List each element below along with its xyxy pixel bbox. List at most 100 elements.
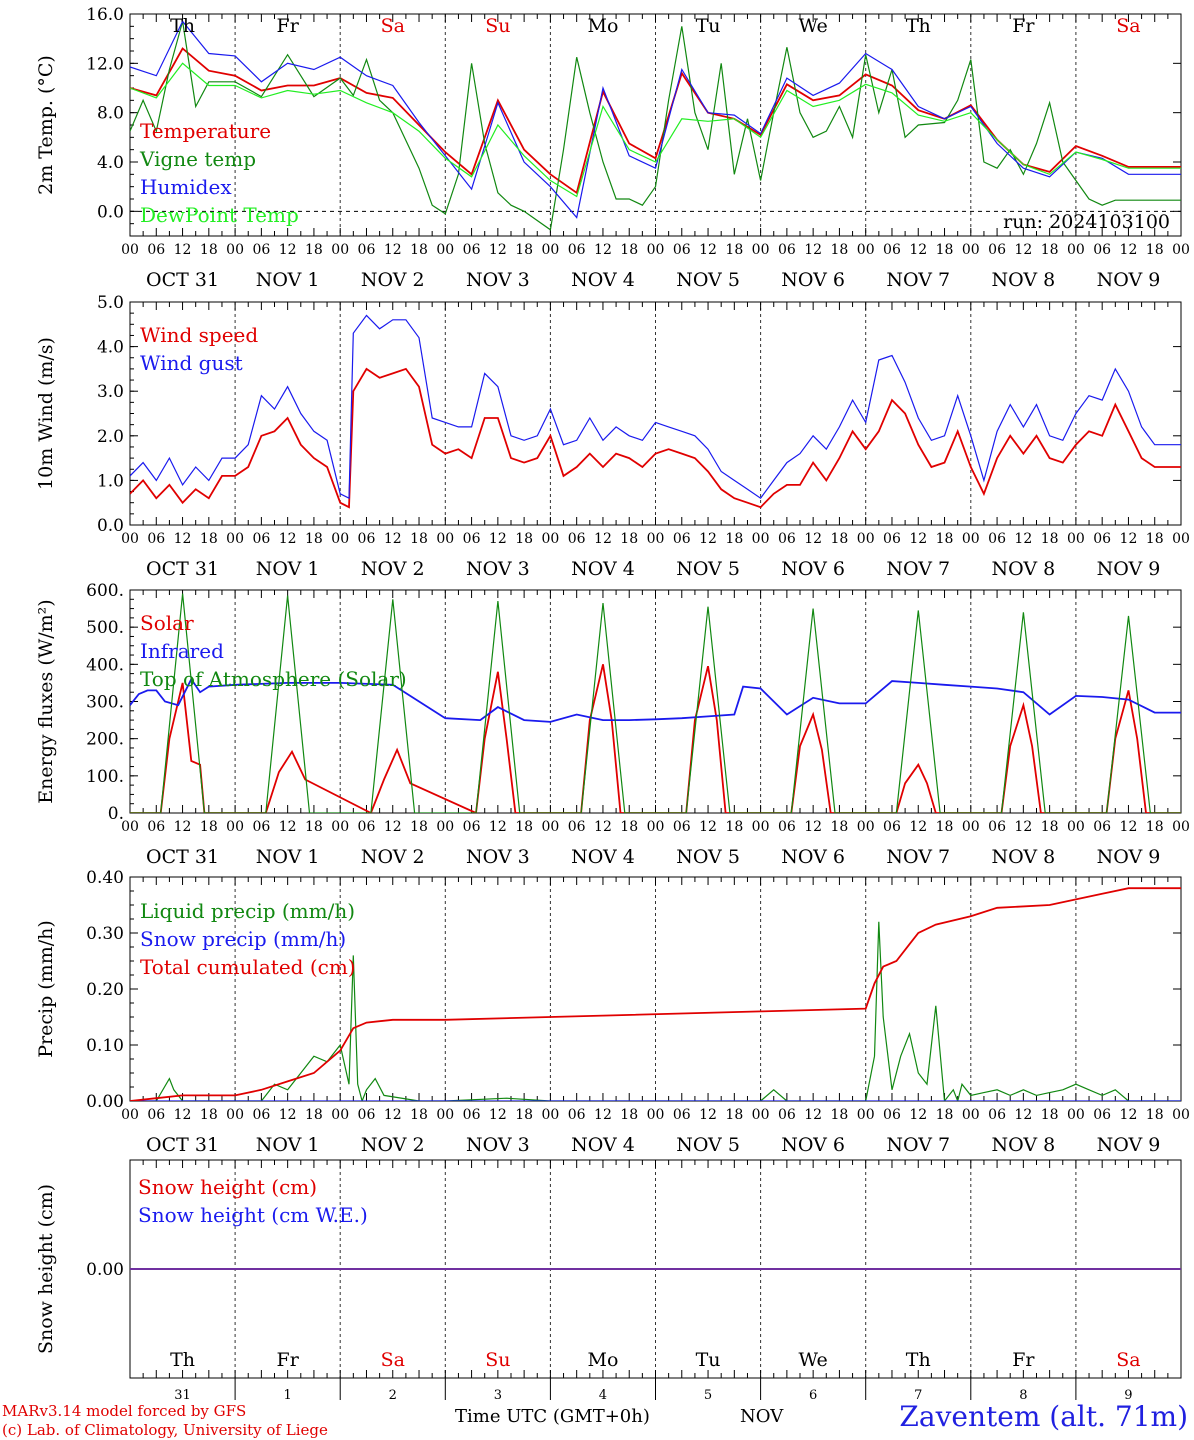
hour-label: 12	[279, 242, 297, 258]
date-label: OCT 31	[146, 846, 219, 868]
legend-entry: Snow height (cm W.E.)	[138, 1203, 368, 1227]
y-tick-label: 12.0	[86, 54, 124, 74]
hour-label: 00	[962, 242, 980, 258]
y-tick-label: 4.0	[97, 338, 124, 358]
hour-label: 00	[121, 531, 139, 547]
date-label: NOV 4	[571, 846, 635, 868]
hour-label: 00	[647, 242, 665, 258]
hour-label: 12	[489, 819, 507, 835]
hour-label: 12	[174, 1107, 192, 1123]
date-label: NOV 4	[571, 558, 635, 580]
legend-entry: Snow precip (mm/h)	[140, 927, 346, 951]
y-tick-label: 300.	[86, 693, 124, 713]
y-tick-label: 400.	[86, 655, 124, 675]
weekday-label: Sa	[1116, 15, 1140, 37]
y-tick-label: 200.	[86, 730, 124, 750]
hour-label: 12	[699, 1107, 717, 1123]
y-tick-label: 0.20	[86, 980, 124, 1000]
date-label: NOV 3	[466, 846, 530, 868]
wind-axis-title: 10m Wind (m/s)	[35, 337, 57, 490]
hour-label: 00	[857, 531, 875, 547]
hour-label: 06	[147, 819, 165, 835]
plot-frame	[129, 589, 1182, 814]
hour-label: 06	[1093, 819, 1111, 835]
hour-label: 06	[1093, 1107, 1111, 1123]
hour-label: 06	[463, 242, 481, 258]
date-label: OCT 31	[146, 1134, 219, 1156]
y-tick-label: 0.0	[97, 202, 124, 222]
hour-label: 06	[673, 242, 691, 258]
date-label: NOV 1	[256, 1134, 320, 1156]
temp-axis-title: 2m Temp. (°C)	[35, 55, 57, 195]
legend-entry: Wind gust	[140, 351, 243, 375]
hour-label: 06	[883, 819, 901, 835]
hour-label: 00	[1067, 1107, 1085, 1123]
run-label: run: 2024103100	[1003, 211, 1170, 233]
date-label: NOV 5	[676, 269, 740, 291]
hour-label: 12	[384, 531, 402, 547]
hour-label: 18	[620, 1107, 638, 1123]
hour-label: 06	[988, 242, 1006, 258]
hour-label: 18	[831, 1107, 849, 1123]
day-number-label: 5	[704, 1388, 712, 1403]
precip-axis-title: Precip (mm/h)	[35, 920, 57, 1058]
hour-label: 12	[594, 819, 612, 835]
hour-label: 06	[463, 819, 481, 835]
hour-label: 06	[778, 1107, 796, 1123]
date-label: NOV 8	[991, 1134, 1055, 1156]
date-label: NOV 8	[991, 846, 1055, 868]
time-axis-label: Time UTC (GMT+0h)	[455, 1406, 650, 1427]
hour-label: 00	[541, 1107, 559, 1123]
hour-label: 00	[541, 819, 559, 835]
day-number-label: 31	[174, 1388, 191, 1403]
hour-label: 00	[226, 819, 244, 835]
hour-label: 06	[778, 242, 796, 258]
hour-label: 18	[1041, 1107, 1059, 1123]
hour-label: 00	[752, 531, 770, 547]
hour-label: 18	[1041, 819, 1059, 835]
hour-label: 18	[936, 819, 954, 835]
hour-label: 18	[725, 531, 743, 547]
hour-label: 00	[1067, 531, 1085, 547]
day-number-label: 8	[1019, 1388, 1027, 1403]
hour-label: 18	[515, 531, 533, 547]
hour-label: 06	[673, 1107, 691, 1123]
hour-label: 12	[594, 242, 612, 258]
date-label: NOV 5	[676, 558, 740, 580]
panel-1: 16.0 12.0 8.0 4.0 0.0 00 06 12 18 OCT 31 00 06 12 18 N…	[35, 5, 1190, 291]
hour-label: 18	[831, 242, 849, 258]
series-line-dewpoint-temp	[130, 62, 1181, 198]
hour-label: 18	[725, 242, 743, 258]
series-line-top-of-atmosphere-solar	[130, 593, 1181, 813]
hour-label: 18	[515, 819, 533, 835]
hour-label: 00	[647, 531, 665, 547]
legend-entry: Top of Atmosphere (Solar)	[140, 667, 407, 691]
date-label: NOV 2	[361, 558, 425, 580]
hour-label: 00	[1172, 531, 1190, 547]
hour-label: 12	[804, 242, 822, 258]
hour-label: 12	[279, 531, 297, 547]
weekday-label: Th	[170, 15, 195, 37]
day-number-label: 3	[494, 1388, 502, 1403]
hour-label: 18	[200, 819, 218, 835]
legend-entry: Wind speed	[140, 323, 258, 347]
date-label: NOV 7	[886, 1134, 950, 1156]
hour-label: 18	[410, 819, 428, 835]
hour-label: 06	[988, 819, 1006, 835]
hour-label: 18	[936, 242, 954, 258]
y-tick-label: 100.	[86, 767, 124, 787]
weekday-label: Sa	[1116, 1349, 1140, 1371]
y-tick-label: 0.	[108, 804, 124, 824]
date-label: NOV 1	[256, 269, 320, 291]
y-tick-label: 1.0	[97, 471, 124, 491]
hour-label: 12	[384, 242, 402, 258]
hour-label: 18	[410, 531, 428, 547]
hour-label: 00	[121, 1107, 139, 1123]
date-label: OCT 31	[146, 269, 219, 291]
hour-label: 00	[331, 531, 349, 547]
hour-label: 12	[1120, 242, 1138, 258]
hour-label: 00	[962, 819, 980, 835]
hour-label: 00	[541, 242, 559, 258]
hour-label: 12	[1014, 242, 1032, 258]
